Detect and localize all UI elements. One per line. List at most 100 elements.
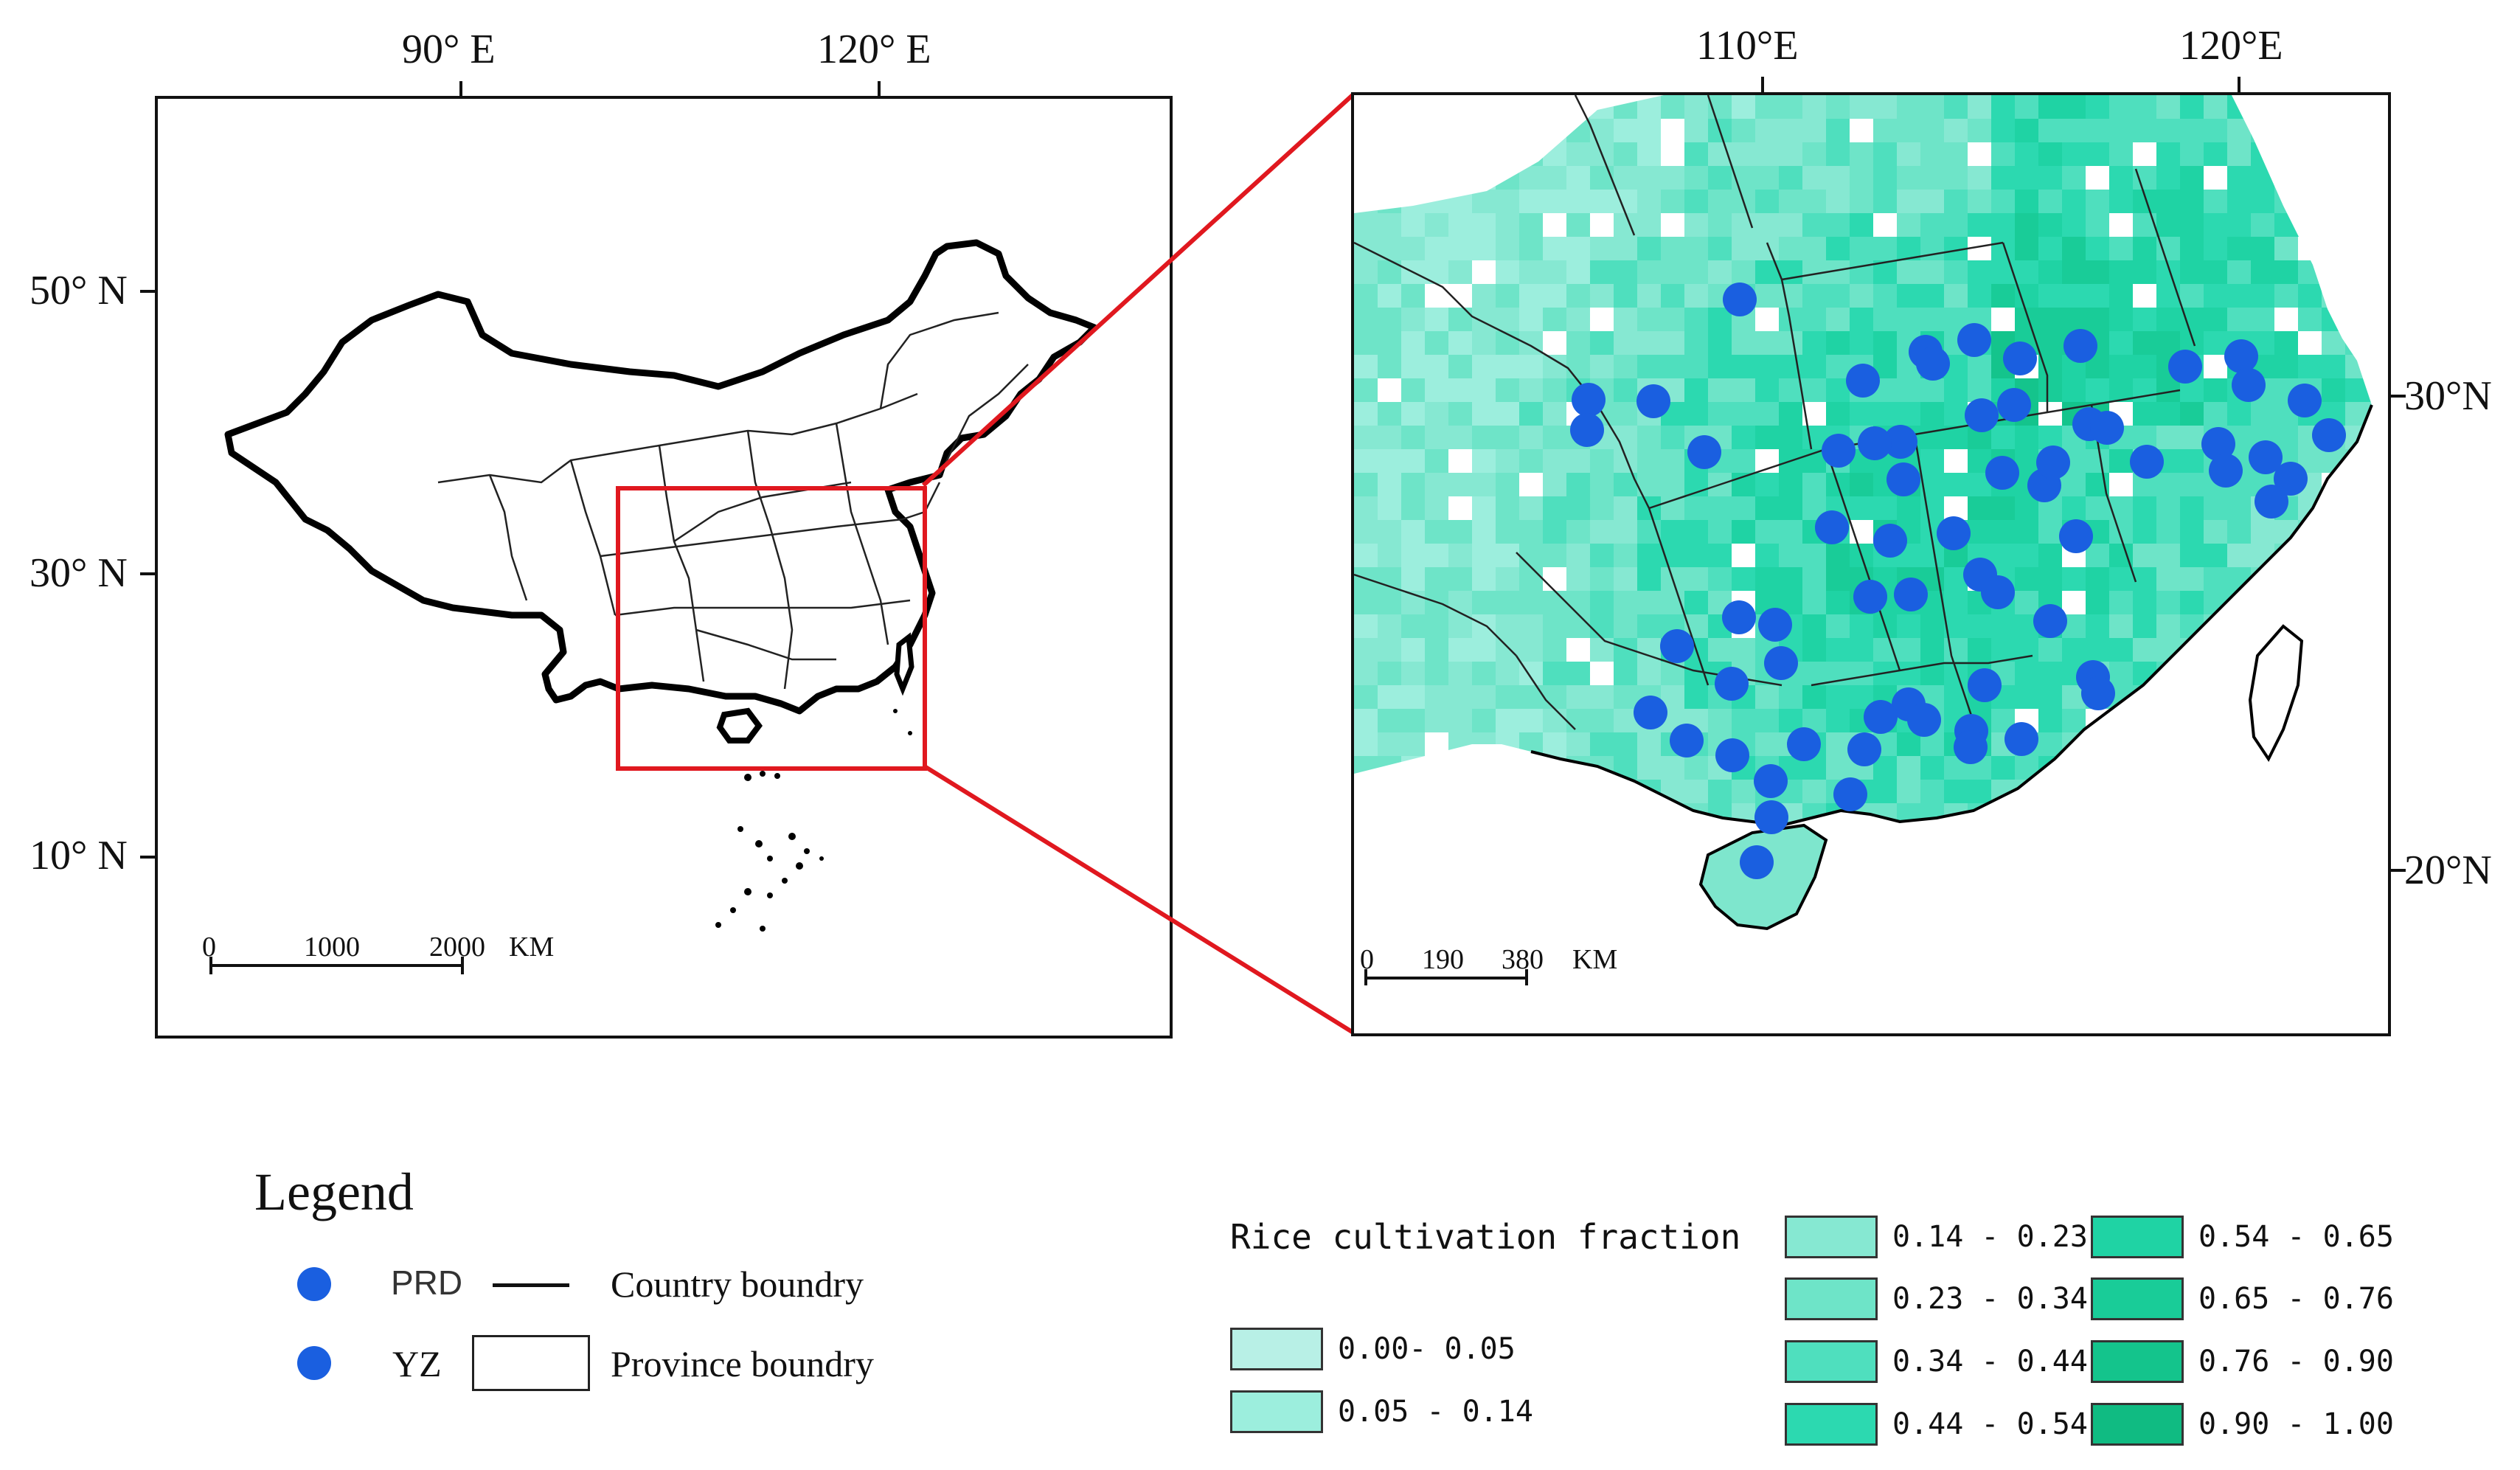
rice-class-swatch	[1785, 1340, 1878, 1383]
tick-20n-detail	[2389, 869, 2406, 872]
legend-country-line	[493, 1283, 569, 1287]
station-dot	[1758, 608, 1792, 642]
station-dot	[1981, 575, 2015, 609]
station-dot	[2168, 350, 2202, 384]
rice-class-label: 0.00- 0.05	[1338, 1332, 1516, 1366]
station-dot	[2081, 676, 2115, 710]
station-dot	[2059, 519, 2093, 553]
station-dot	[1853, 580, 1887, 614]
station-dot	[2063, 329, 2097, 363]
rice-class-label: 0.76 - 0.90	[2198, 1345, 2394, 1379]
rice-fraction-raster	[1354, 95, 2373, 931]
tick-110e	[1761, 77, 1764, 93]
station-dot	[1968, 668, 2002, 702]
detail-scale-380: 380	[1502, 944, 1544, 975]
detail-scale-km: KM	[1572, 944, 1618, 975]
rice-class-swatch	[2091, 1403, 2184, 1446]
station-dot	[1570, 413, 1604, 447]
detail-map: 0 190 380 KM	[1351, 92, 2391, 1036]
detail-scalebar	[1364, 962, 1534, 991]
station-dot	[1687, 435, 1721, 469]
tick-10n	[140, 856, 156, 859]
rice-class-swatch	[1785, 1277, 1878, 1320]
station-dot	[1954, 730, 1988, 764]
rice-class-swatch	[1785, 1403, 1878, 1446]
overview-map: 0 1000 2000 KM	[155, 96, 1173, 1039]
station-dot	[1754, 764, 1788, 798]
station-dot	[1822, 434, 1856, 468]
station-dot	[1985, 456, 2019, 490]
station-dot	[1858, 426, 1892, 460]
overview-scale-km: KM	[509, 932, 555, 963]
station-dot	[1907, 703, 1941, 737]
station-dot	[2130, 445, 2164, 479]
station-dot	[1670, 724, 1704, 757]
tick-120e	[878, 81, 881, 97]
station-dot	[1754, 800, 1788, 834]
rice-class-label: 0.44 - 0.54	[1892, 1407, 2088, 1441]
station-dot	[1715, 738, 1749, 772]
lat-label-30n-detail: 30°N	[2404, 373, 2492, 419]
legend-yz-label: YZ	[392, 1343, 442, 1384]
station-dot	[2209, 454, 2243, 488]
legend-country-label: Country boundry	[611, 1263, 864, 1305]
station-dot	[1957, 323, 1991, 357]
station-dot	[2224, 339, 2258, 373]
station-dot	[1764, 646, 1798, 680]
lon-label-120e-detail: 120°E	[2179, 23, 2283, 69]
station-dot	[1894, 578, 1928, 611]
lon-label-90e: 90° E	[402, 27, 496, 72]
station-dot	[1572, 383, 1606, 417]
rice-class-label: 0.34 - 0.44	[1892, 1345, 2088, 1379]
lat-label-20n-detail: 20°N	[2404, 847, 2492, 893]
rice-class-label: 0.23 - 0.34	[1892, 1282, 2088, 1316]
rice-class-label: 0.65 - 0.76	[2198, 1282, 2394, 1316]
station-dot	[1723, 282, 1757, 316]
station-dot	[2033, 604, 2067, 638]
station-dot	[1886, 462, 1920, 496]
station-dot	[2249, 440, 2283, 474]
station-dot	[2274, 462, 2308, 496]
station-dot	[2004, 722, 2038, 756]
legend-yz-dot	[297, 1346, 331, 1380]
tick-50n	[140, 290, 156, 293]
station-dot	[1873, 524, 1907, 558]
overview-scale-2000: 2000	[429, 932, 485, 963]
legend-province-box	[472, 1335, 590, 1391]
station-dot	[2288, 384, 2322, 417]
station-dot	[2232, 368, 2266, 402]
station-dot	[2312, 418, 2346, 452]
station-dot	[1634, 696, 1667, 729]
rice-class-swatch	[1785, 1216, 1878, 1258]
station-dot	[1740, 845, 1774, 879]
rice-class-swatch	[1230, 1328, 1323, 1370]
detail-scale-190: 190	[1422, 944, 1464, 975]
station-dot	[1833, 777, 1867, 811]
tick-30n	[140, 572, 156, 575]
overview-scalebar	[209, 935, 578, 979]
detail-scale-0: 0	[1360, 944, 1374, 975]
rice-class-label: 0.14 - 0.23	[1892, 1220, 2088, 1254]
legend-prd-dot	[297, 1267, 331, 1301]
station-dot	[1722, 600, 1756, 634]
rice-class-swatch	[1230, 1390, 1323, 1433]
station-dot	[1965, 398, 1999, 432]
legend-title: Legend	[254, 1162, 414, 1221]
station-dot	[1636, 384, 1670, 418]
station-dot	[1937, 516, 1971, 550]
rice-class-swatch	[2091, 1340, 2184, 1383]
lon-label-110e: 110°E	[1696, 23, 1799, 69]
station-dot	[1846, 364, 1880, 398]
legend-province-label: Province boundry	[611, 1343, 874, 1384]
china-outline	[224, 239, 1098, 932]
rice-legend-title: Rice cultivation fraction	[1230, 1217, 1741, 1257]
overview-scale-1000: 1000	[304, 932, 360, 963]
station-dot	[1997, 388, 2031, 422]
tick-30n-detail	[2389, 395, 2406, 398]
rice-class-label: 0.54 - 0.65	[2198, 1220, 2394, 1254]
lat-label-10n: 10° N	[29, 833, 128, 878]
station-dot	[2201, 427, 2235, 461]
rice-class-label: 0.90 - 1.00	[2198, 1407, 2394, 1441]
station-dot	[1715, 667, 1749, 701]
lat-label-50n: 50° N	[29, 268, 128, 313]
